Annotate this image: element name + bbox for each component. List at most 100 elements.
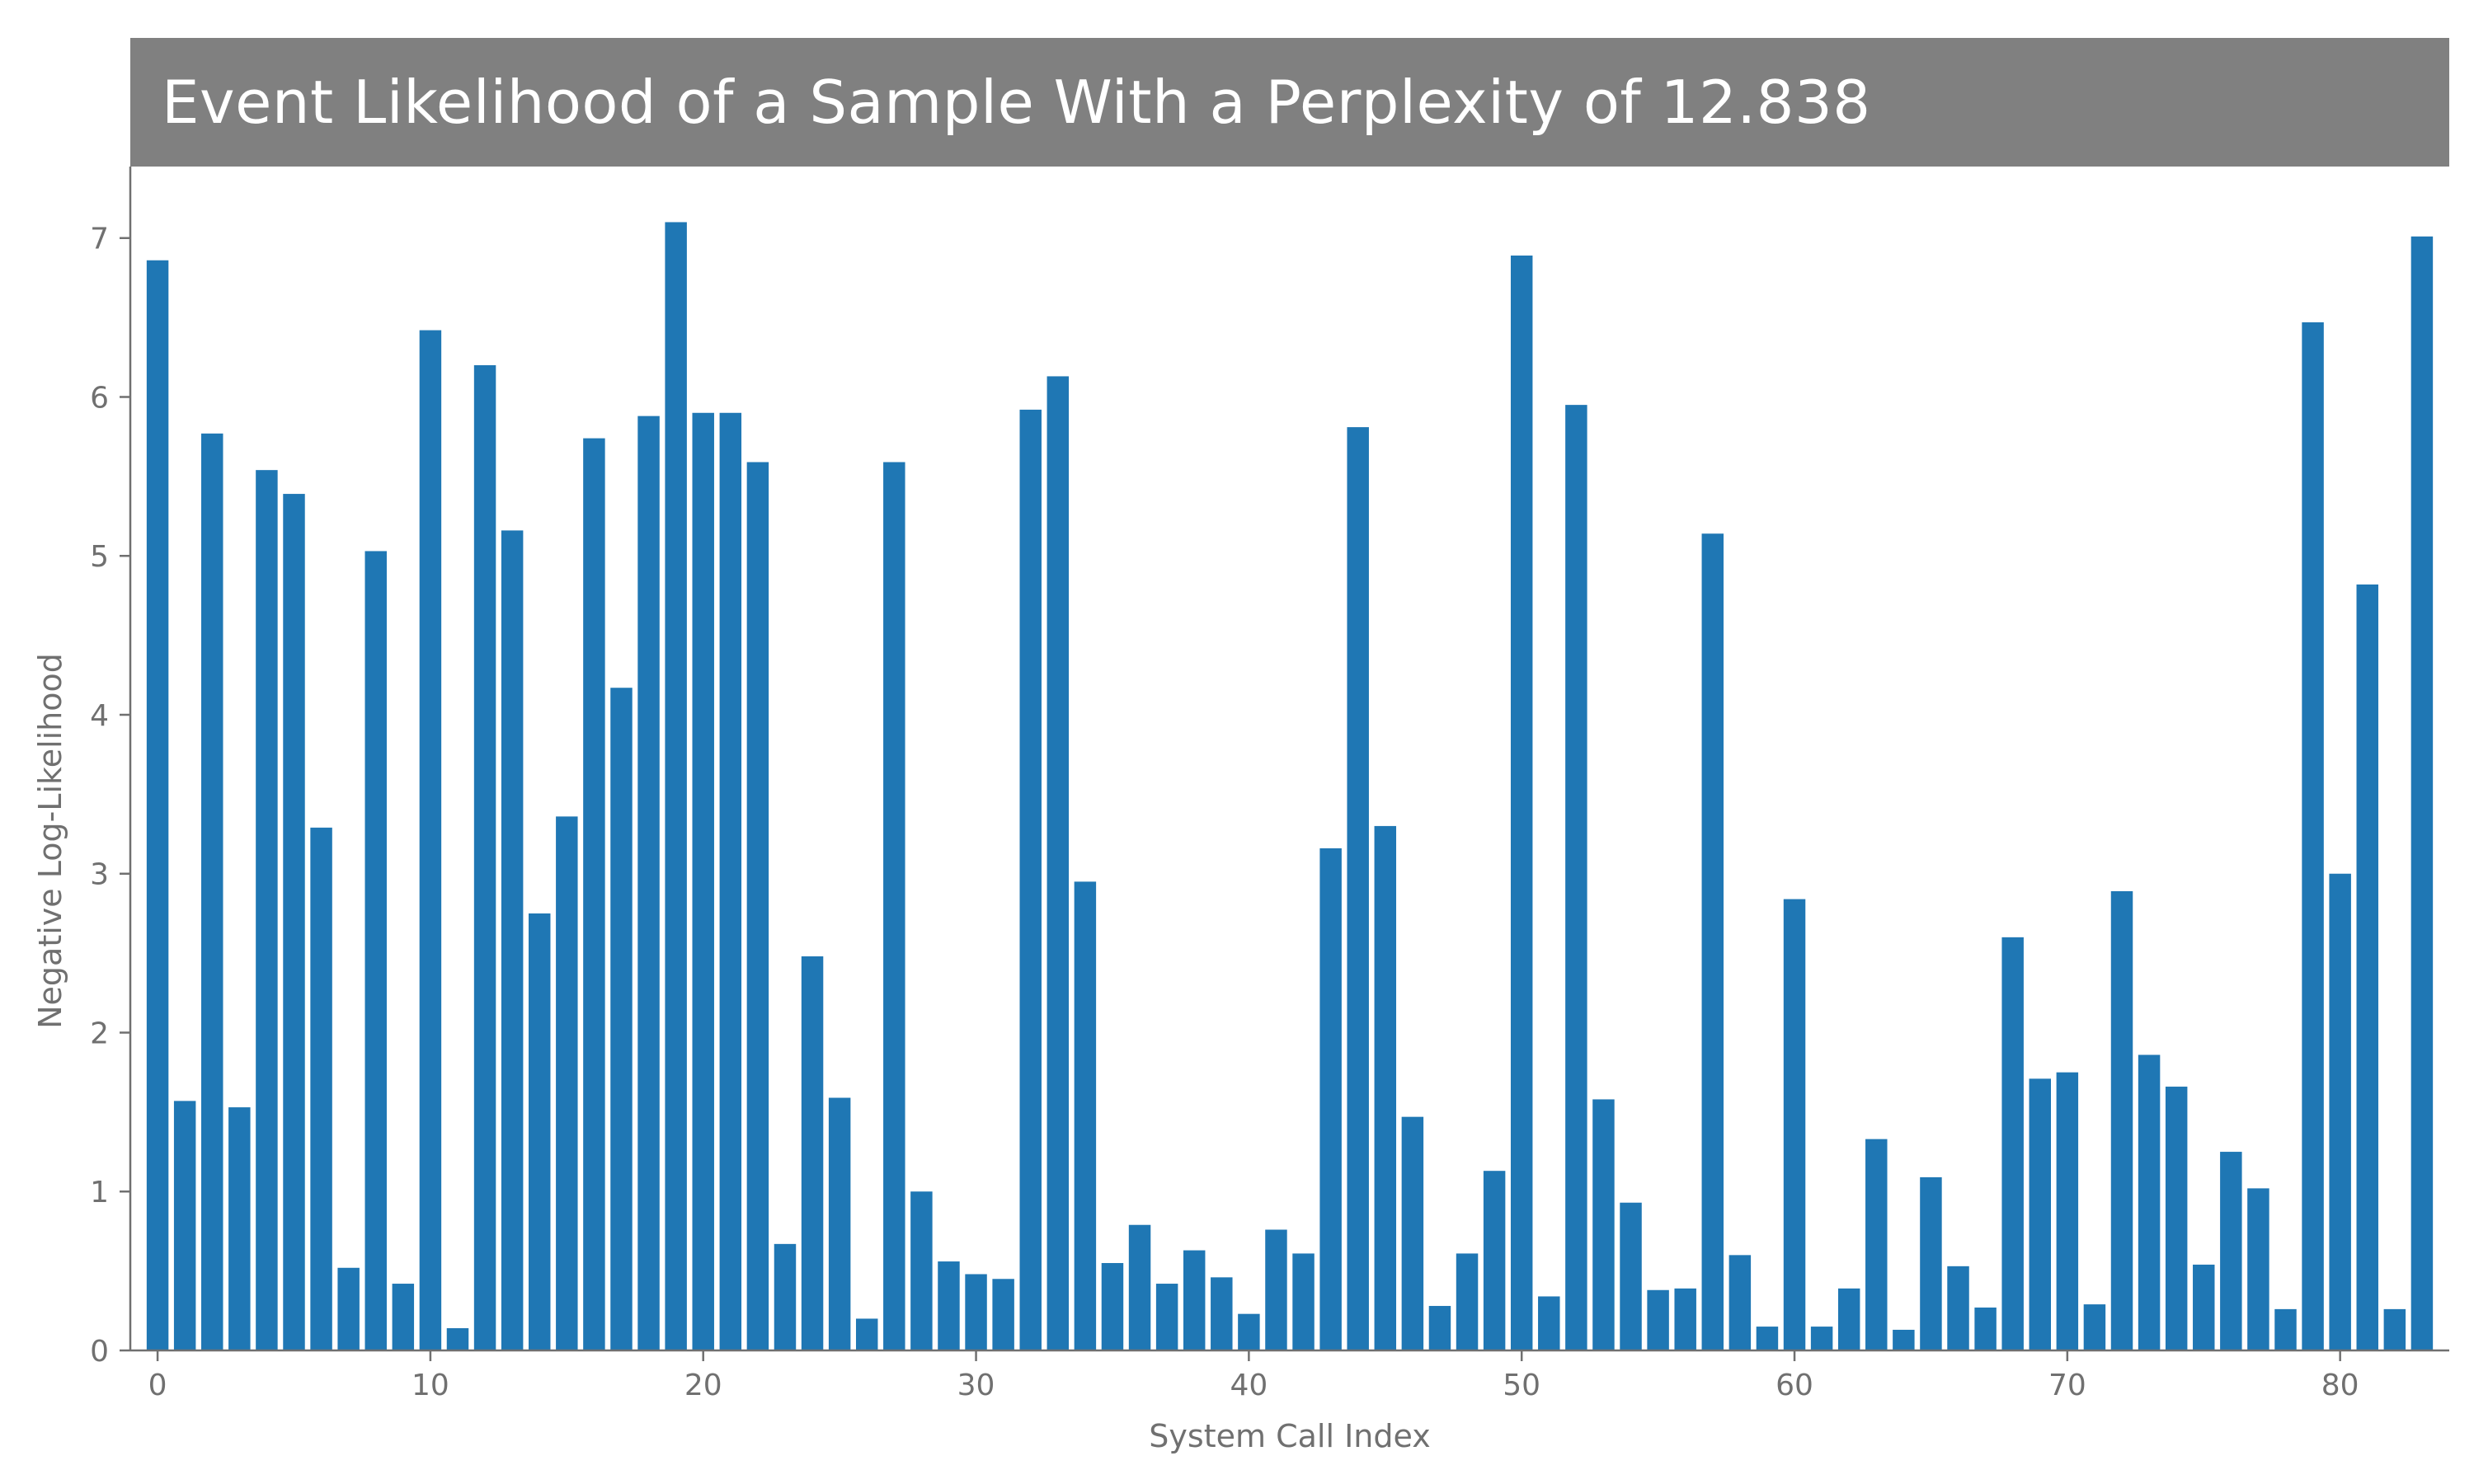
bar-71 (2083, 1304, 2106, 1350)
x-axis-label: System Call Index (1149, 1418, 1430, 1454)
x-tick-label-80: 80 (2321, 1369, 2359, 1402)
bar-39 (1211, 1277, 1233, 1350)
bar-33 (1047, 376, 1070, 1350)
x-tick-label-30: 30 (957, 1369, 995, 1402)
bar-54 (1620, 1202, 1642, 1350)
bar-17 (610, 688, 633, 1350)
x-tick-label-10: 10 (412, 1369, 449, 1402)
bar-52 (1565, 405, 1587, 1351)
bar-13 (501, 530, 524, 1350)
bar-79 (2302, 322, 2324, 1351)
bar-44 (1347, 427, 1369, 1350)
y-tick-label-3: 3 (90, 858, 109, 892)
bar-78 (2274, 1308, 2297, 1350)
bar-53 (1592, 1099, 1615, 1350)
x-tick-label-60: 60 (1776, 1369, 1813, 1402)
bar-8 (365, 551, 387, 1350)
bar-38 (1183, 1250, 1206, 1350)
bar-0 (146, 260, 169, 1350)
chart-title-bar: Event Likelihood of a Sample With a Perp… (130, 38, 2449, 167)
bar-76 (2220, 1152, 2242, 1350)
x-tick-label-50: 50 (1503, 1369, 1540, 1402)
bar-22 (746, 462, 769, 1351)
bar-51 (1538, 1296, 1560, 1350)
bar-28 (910, 1191, 933, 1350)
bar-36 (1128, 1224, 1151, 1350)
bar-15 (556, 816, 578, 1350)
bar-67 (1974, 1307, 1997, 1350)
bar-4 (256, 470, 278, 1350)
bar-45 (1374, 825, 1397, 1350)
bar-25 (828, 1097, 851, 1350)
bar-83 (2411, 236, 2434, 1350)
bar-6 (310, 827, 332, 1350)
bar-1 (173, 1101, 196, 1350)
bar-11 (446, 1328, 469, 1350)
bar-56 (1674, 1288, 1696, 1350)
bar-10 (419, 330, 442, 1351)
bar-14 (529, 913, 551, 1350)
bar-37 (1155, 1284, 1178, 1350)
bar-64 (1893, 1329, 1915, 1350)
bar-2 (201, 433, 223, 1351)
bar-21 (719, 412, 742, 1350)
bar-70 (2056, 1072, 2079, 1350)
bar-42 (1292, 1253, 1315, 1350)
chart-title: Event Likelihood of a Sample With a Perp… (162, 68, 1871, 137)
y-tick-label-5: 5 (90, 540, 109, 574)
bar-57 (1701, 533, 1724, 1350)
bar-12 (473, 364, 496, 1351)
y-tick-label-6: 6 (90, 381, 109, 415)
bar-31 (992, 1279, 1014, 1350)
bar-55 (1647, 1289, 1669, 1350)
bar-50 (1510, 255, 1533, 1351)
bar-65 (1920, 1176, 1942, 1350)
x-tick-label-0: 0 (148, 1369, 167, 1402)
y-tick-label-7: 7 (90, 223, 109, 256)
axes-group: 0 10 20 30 40 50 60 70 80 0 1 2 3 4 5 6 7 (90, 167, 2449, 1402)
y-tick-label-4: 4 (90, 699, 109, 733)
bar-26 (855, 1318, 878, 1350)
bar-41 (1265, 1229, 1287, 1350)
x-tick-label-70: 70 (2048, 1369, 2086, 1402)
bar-9 (392, 1284, 415, 1350)
bar-73 (2138, 1054, 2161, 1350)
y-tick-label-0: 0 (90, 1335, 109, 1369)
bar-80 (2329, 873, 2351, 1350)
bar-43 (1319, 848, 1342, 1350)
bar-59 (1756, 1327, 1779, 1350)
bar-24 (801, 956, 824, 1350)
bar-35 (1101, 1262, 1124, 1350)
x-tick-label-40: 40 (1230, 1369, 1268, 1402)
bar-23 (774, 1243, 797, 1350)
bar-30 (965, 1274, 987, 1350)
bar-27 (883, 462, 905, 1351)
bar-58 (1729, 1255, 1752, 1350)
bar-46 (1401, 1116, 1424, 1350)
bar-5 (283, 494, 305, 1350)
bar-40 (1238, 1313, 1260, 1350)
bar-34 (1074, 881, 1097, 1350)
bar-60 (1783, 899, 1806, 1350)
bar-3 (228, 1107, 251, 1350)
bar-7 (337, 1267, 360, 1350)
y-axis-label: Negative Log-Likelihood (32, 653, 68, 1029)
bar-81 (2356, 584, 2378, 1350)
bar-29 (938, 1261, 960, 1350)
bar-61 (1810, 1327, 1833, 1350)
bar-77 (2247, 1188, 2269, 1350)
x-tick-label-20: 20 (684, 1369, 722, 1402)
bar-82 (2383, 1308, 2406, 1350)
bar-72 (2110, 890, 2133, 1350)
bar-48 (1456, 1253, 1479, 1350)
bar-68 (2001, 937, 2024, 1350)
bar-20 (692, 412, 714, 1350)
bar-47 (1428, 1306, 1451, 1350)
bar-16 (583, 438, 605, 1350)
bar-18 (637, 416, 660, 1351)
bar-19 (665, 222, 687, 1350)
bar-69 (2029, 1078, 2051, 1350)
bar-66 (1947, 1266, 1969, 1350)
bar-63 (1865, 1139, 1888, 1350)
